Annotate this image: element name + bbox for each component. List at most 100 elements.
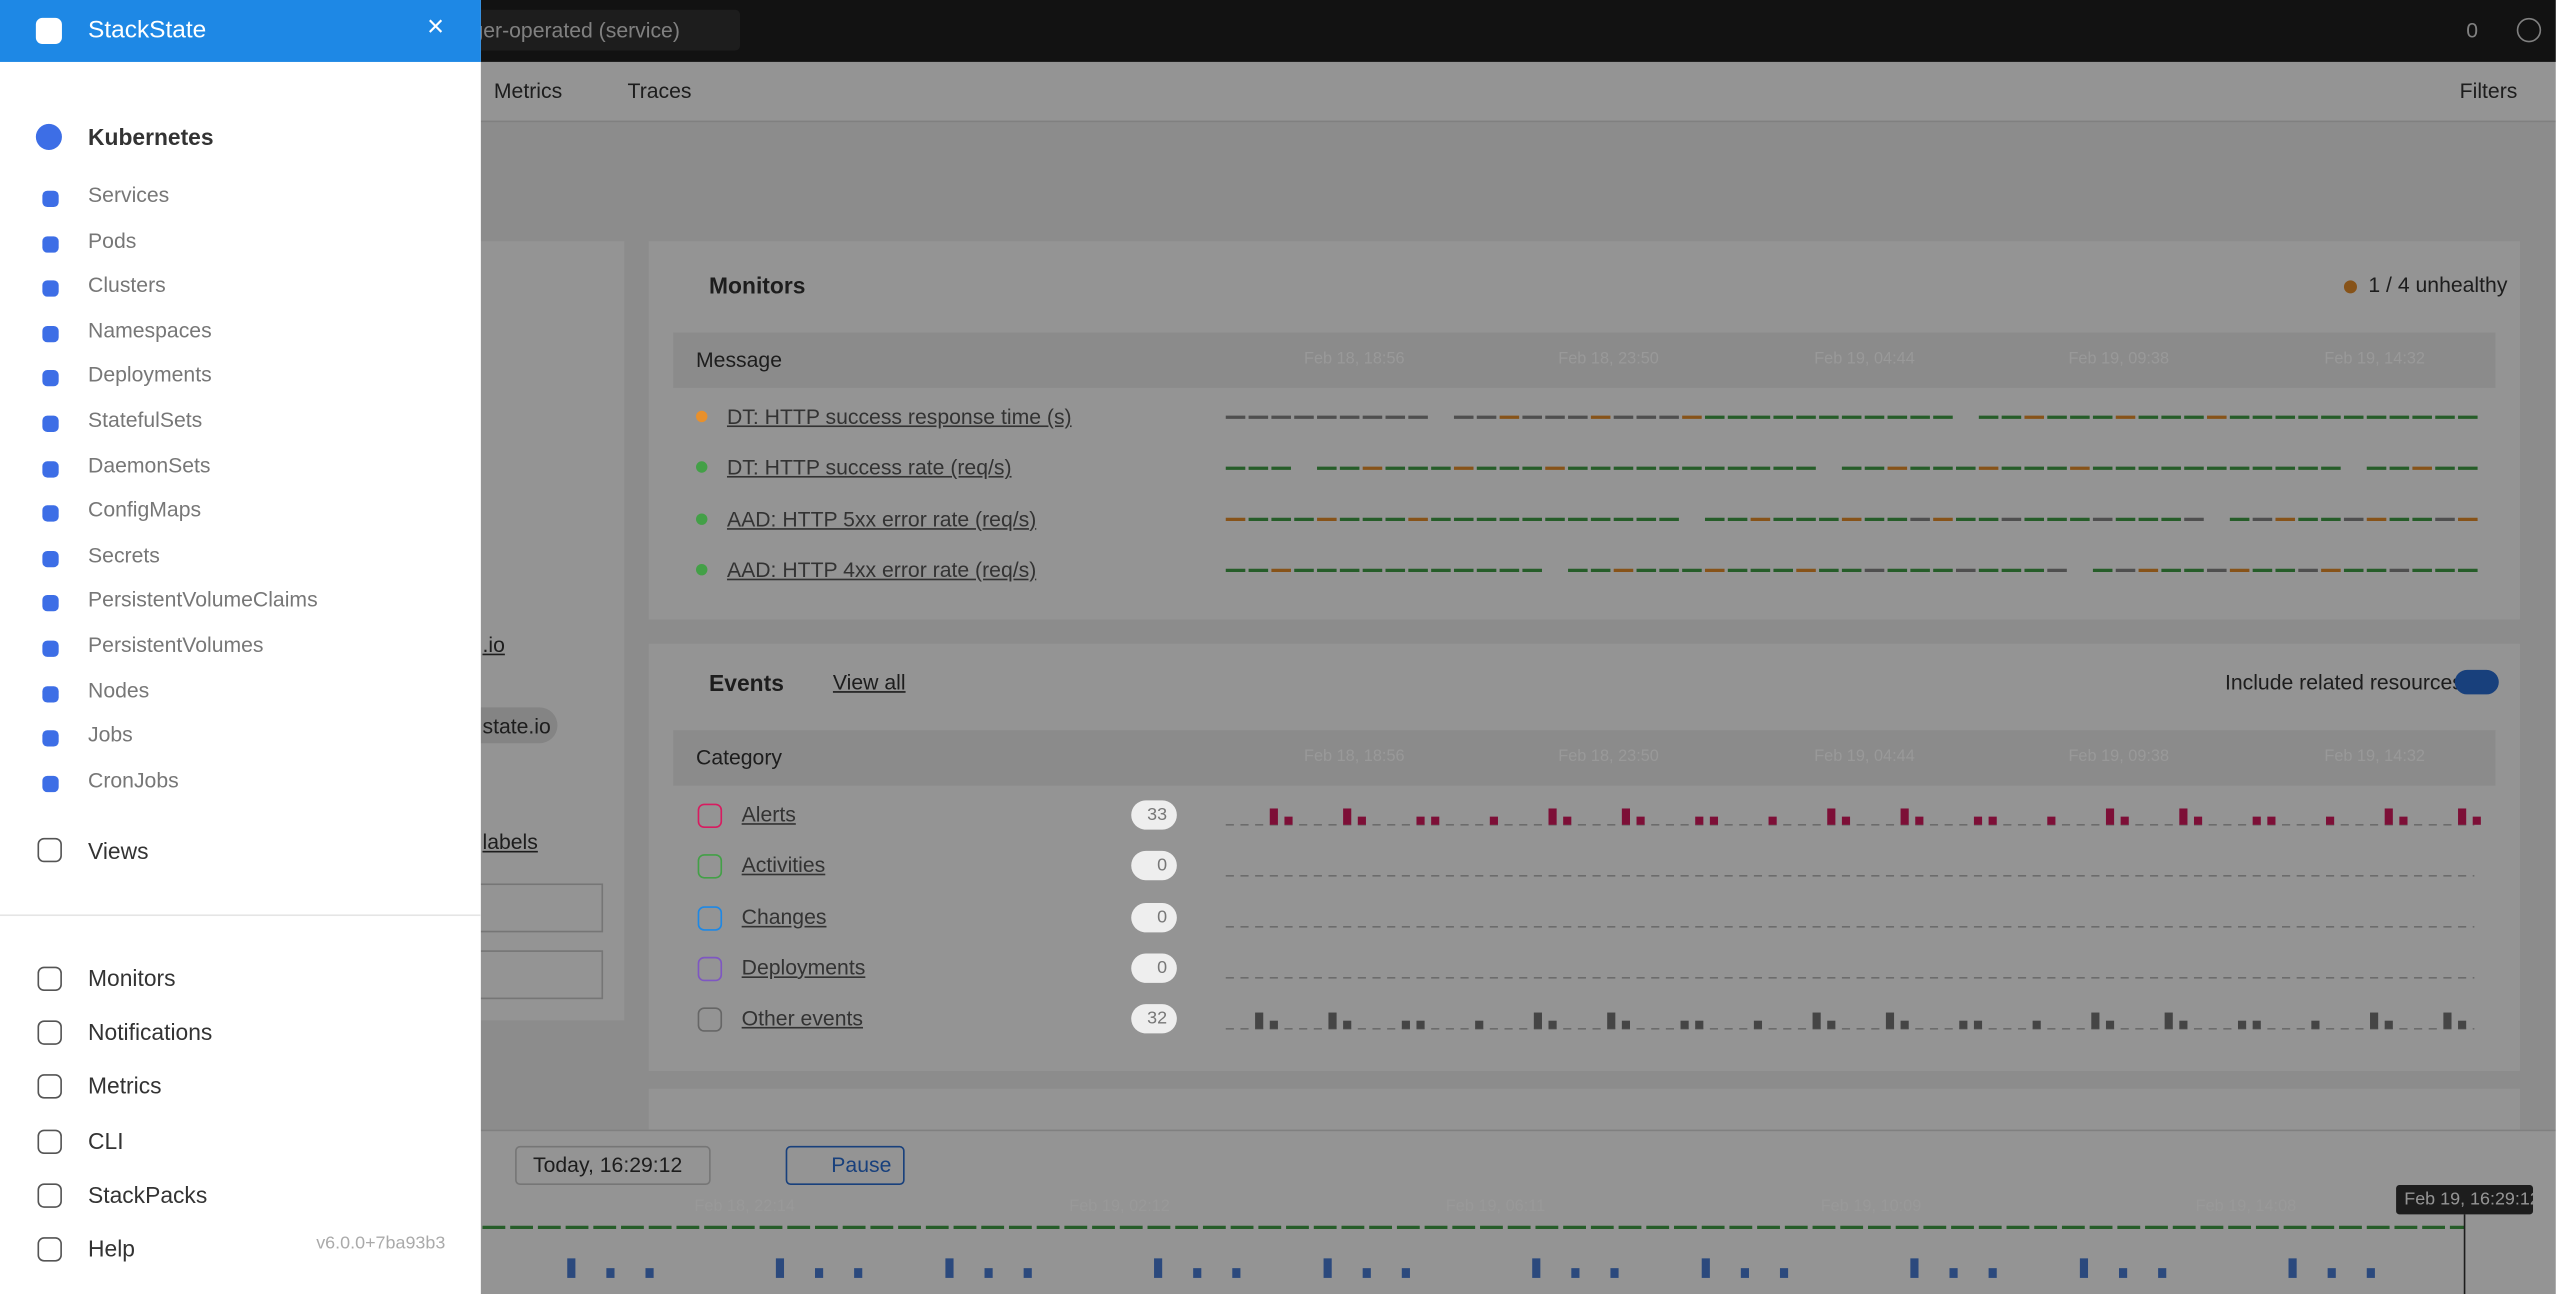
nav-item[interactable]: CLI [88, 1127, 124, 1154]
nav-item[interactable]: CronJobs [88, 767, 179, 792]
tab[interactable]: Metrics [493, 78, 563, 103]
decoration [2091, 1012, 2100, 1029]
nav-item[interactable]: Jobs [88, 722, 133, 747]
table-header [673, 332, 2496, 388]
fragment: state.io [482, 713, 551, 739]
event-name[interactable]: Changes [741, 903, 827, 929]
nav-item[interactable]: Secrets [88, 542, 160, 567]
decoration [2472, 816, 2481, 825]
status-dot [696, 410, 708, 423]
item-icon [42, 640, 59, 657]
timeline-time: Today, 16:29:12 [533, 1152, 683, 1177]
item-icon [42, 685, 59, 702]
decoration [1988, 816, 1997, 825]
section-title: Monitors [709, 272, 806, 299]
decoration [2079, 1258, 2089, 1278]
time-label: Feb 19, 04:44 [1814, 350, 1915, 369]
nav-item[interactable]: PersistentVolumeClaims [88, 587, 318, 612]
nav-item[interactable]: PersistentVolumes [88, 632, 264, 657]
decoration [1959, 1020, 1968, 1029]
monitor-name[interactable]: DT: HTTP success response time (s) [726, 404, 1072, 429]
item-icon [42, 550, 59, 567]
tab[interactable]: Traces [627, 78, 692, 103]
events-panel [648, 643, 2520, 1071]
decoration [1023, 1268, 1032, 1278]
nav-item[interactable]: Namespaces [88, 317, 212, 342]
component-select[interactable] [440, 9, 741, 51]
decoration [815, 1268, 824, 1278]
toggle-label: Include related resources [2224, 669, 2463, 695]
decoration [1489, 816, 1498, 825]
event-name[interactable]: Other events [741, 1006, 863, 1031]
event-icon [697, 803, 723, 829]
decoration [1475, 1020, 1484, 1029]
event-name[interactable]: Deployments [741, 955, 866, 980]
nav-item[interactable]: Monitors [88, 964, 176, 992]
nav-item[interactable]: Clusters [88, 272, 166, 297]
event-name[interactable]: Alerts [741, 801, 796, 827]
time-label: Feb 18, 18:56 [1304, 748, 1405, 767]
decoration [2179, 808, 2188, 825]
pause-button[interactable] [785, 1145, 905, 1186]
nav-item[interactable]: Nodes [88, 677, 150, 702]
section-title[interactable]: Kubernetes [88, 123, 214, 150]
decoration [2032, 1020, 2041, 1029]
decoration [1533, 1012, 1542, 1029]
item-icon [42, 280, 59, 297]
time-label: Feb 19, 04:44 [1814, 748, 1915, 767]
decoration [2399, 816, 2408, 825]
nav-item[interactable]: Help [88, 1235, 135, 1262]
decoration [1343, 1020, 1352, 1029]
nav-item[interactable]: ConfigMaps [88, 497, 202, 522]
status-dot [2343, 280, 2357, 294]
filters-button[interactable]: Filters [2459, 78, 2518, 103]
time-label: Feb 19, 09:38 [2068, 748, 2170, 767]
decoration [2443, 1012, 2452, 1029]
event-name[interactable]: Activities [741, 852, 826, 878]
pause-label: Pause [831, 1152, 892, 1177]
table-header [673, 730, 2496, 786]
brand: StackState [88, 16, 207, 45]
event-count: 0 [1157, 907, 1168, 927]
view-all-link[interactable]: View all [832, 669, 906, 695]
monitor-name[interactable]: AAD: HTTP 5xx error rate (req/s) [726, 506, 1037, 531]
decoration [1232, 1268, 1241, 1278]
decoration [1328, 1012, 1337, 1029]
item-icon [42, 505, 59, 522]
time-select[interactable] [515, 1145, 711, 1186]
monitor-name[interactable]: DT: HTTP success rate (req/s) [726, 455, 1012, 480]
decoration [1431, 816, 1440, 825]
decoration [854, 1268, 863, 1278]
nav-item[interactable]: Notifications [88, 1019, 213, 1046]
nav-item[interactable]: DaemonSets [88, 452, 211, 477]
event-count: 33 [1147, 805, 1168, 825]
item-icon [42, 235, 59, 252]
decoration [1154, 1258, 1163, 1278]
decoration [2458, 1020, 2467, 1029]
count-chip [1131, 851, 1177, 881]
decoration [1362, 1268, 1371, 1278]
user-icon[interactable] [2516, 17, 2542, 43]
decoration [1885, 1012, 1895, 1029]
decoration [984, 1268, 993, 1278]
monitor-name[interactable]: AAD: HTTP 4xx error rate (req/s) [726, 557, 1037, 582]
views[interactable]: Views [88, 837, 149, 864]
nav-item[interactable]: StackPacks [88, 1181, 208, 1208]
decoration [1636, 816, 1645, 825]
time-label: Feb 19, 14:32 [2324, 748, 2425, 767]
toggle[interactable] [2454, 669, 2499, 695]
nav-item[interactable]: Services [88, 182, 170, 208]
nav-item[interactable]: Pods [88, 227, 137, 252]
decoration [1695, 816, 1704, 825]
time-label: Feb 18, 18:56 [1304, 350, 1405, 369]
decoration [2164, 1012, 2173, 1029]
close-button[interactable]: × [427, 9, 445, 43]
decoration [2237, 1020, 2247, 1029]
nav-item[interactable]: Deployments [88, 362, 212, 387]
nav-item[interactable]: StatefulSets [88, 407, 203, 432]
decoration [1621, 808, 1630, 825]
decoration [1416, 816, 1425, 825]
divider [0, 914, 481, 917]
nav-item[interactable]: Metrics [88, 1073, 162, 1100]
